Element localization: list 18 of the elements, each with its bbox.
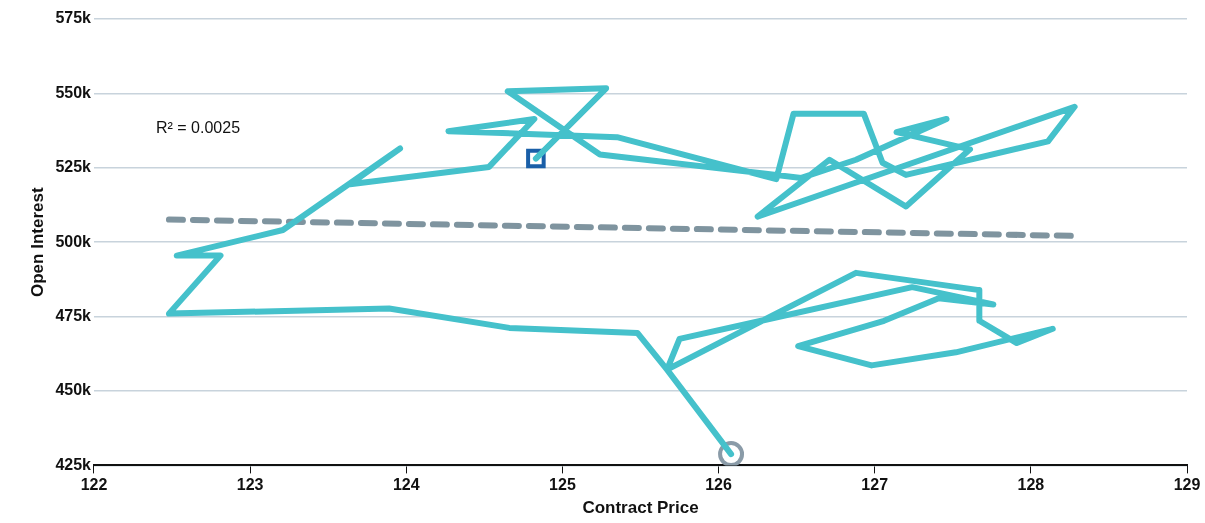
x-axis-title: Contract Price xyxy=(582,498,699,518)
x-tick-label: 125 xyxy=(549,476,576,494)
x-tick-label: 128 xyxy=(1017,476,1045,494)
y-tick-label: 500k xyxy=(55,232,92,250)
y-axis-title: Open Interest xyxy=(27,187,47,297)
y-tick-label: 525k xyxy=(55,158,92,176)
y-tick-label: 450k xyxy=(55,381,92,399)
x-tick-label: 129 xyxy=(1173,476,1201,494)
x-tick-label: 122 xyxy=(80,476,108,494)
x-tick-label: 126 xyxy=(705,476,733,494)
y-tick-label: 475k xyxy=(55,307,92,325)
y-tick-label: 550k xyxy=(55,83,92,101)
x-tick-label: 124 xyxy=(392,476,420,494)
y-tick-label: 575k xyxy=(55,9,92,27)
annotation: R² = 0.0025 xyxy=(155,119,241,137)
y-tick-label: 425k xyxy=(55,455,92,473)
x-tick-label: 123 xyxy=(236,476,264,494)
x-tick-label: 127 xyxy=(861,476,889,494)
